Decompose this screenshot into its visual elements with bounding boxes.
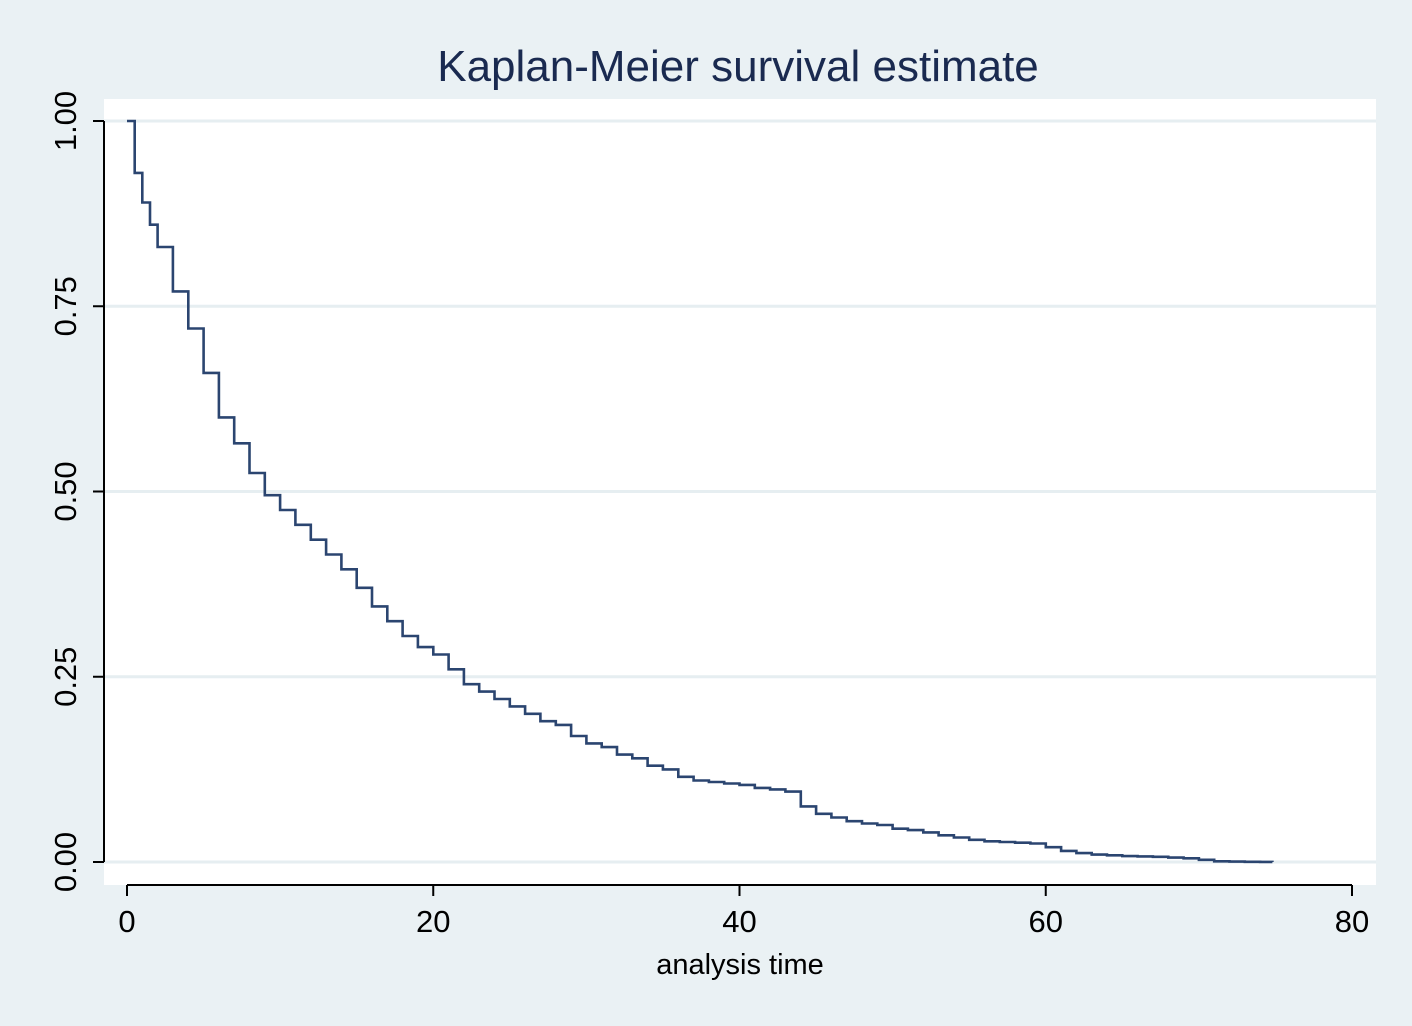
chart-title: Kaplan-Meier survival estimate [437,42,1039,91]
x-axis-label: analysis time [656,949,824,981]
x-tick-label: 0 [118,904,135,939]
gridlines [104,119,1376,864]
series-layer [127,119,1274,864]
y-tick-label: 0.50 [48,461,83,521]
axes [93,120,1353,896]
x-tick-label: 20 [416,904,450,939]
tick-labels: 0.00 0.25 0.50 0.75 1.00 0 20 40 60 80 [48,91,1369,939]
y-tick-label: 1.00 [48,91,83,151]
x-tick-label: 60 [1029,904,1063,939]
x-tick-label: 40 [722,904,756,939]
survival-curve-0 [127,119,1274,864]
y-tick-label: 0.75 [48,276,83,336]
x-tick-label: 80 [1335,904,1369,939]
y-tick-label: 0.25 [48,647,83,707]
y-tick-label: 0.00 [48,832,83,892]
